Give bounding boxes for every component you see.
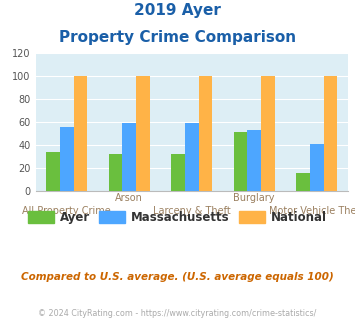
- Text: 2019 Ayer: 2019 Ayer: [134, 3, 221, 18]
- Legend: Ayer, Massachusetts, National: Ayer, Massachusetts, National: [23, 206, 332, 228]
- Bar: [261, 76, 275, 191]
- Bar: [109, 154, 122, 191]
- Text: Property Crime Comparison: Property Crime Comparison: [59, 30, 296, 45]
- Bar: [310, 144, 323, 191]
- Bar: [198, 76, 212, 191]
- Text: Larceny & Theft: Larceny & Theft: [153, 206, 231, 216]
- Text: Burglary: Burglary: [234, 193, 275, 203]
- Bar: [73, 76, 87, 191]
- Bar: [247, 130, 261, 191]
- Bar: [185, 123, 198, 191]
- Bar: [60, 127, 73, 191]
- Bar: [323, 76, 337, 191]
- Bar: [122, 123, 136, 191]
- Bar: [296, 173, 310, 191]
- Bar: [46, 152, 60, 191]
- Text: Compared to U.S. average. (U.S. average equals 100): Compared to U.S. average. (U.S. average …: [21, 272, 334, 282]
- Text: Arson: Arson: [115, 193, 143, 203]
- Bar: [171, 154, 185, 191]
- Text: Motor Vehicle Theft: Motor Vehicle Theft: [269, 206, 355, 216]
- Text: © 2024 CityRating.com - https://www.cityrating.com/crime-statistics/: © 2024 CityRating.com - https://www.city…: [38, 309, 317, 317]
- Bar: [234, 132, 247, 191]
- Text: All Property Crime: All Property Crime: [22, 206, 111, 216]
- Bar: [136, 76, 150, 191]
